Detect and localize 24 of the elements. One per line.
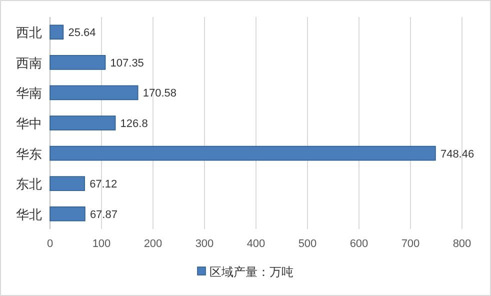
x-tick-label: 200 [144,238,162,250]
x-tick-label: 500 [298,238,317,250]
x-tick-label: 300 [195,238,214,250]
y-tick-label: 华东 [16,146,42,162]
legend-label: 区域产量：万吨 [210,265,294,279]
x-tick-label: 0 [46,238,54,250]
y-tick-label: 西北 [16,25,42,40]
y-tick-label: 东北 [16,176,42,192]
x-tick-label: 800 [452,238,472,250]
x-tick-label: 600 [350,238,368,250]
y-tick-label: 华北 [16,206,42,222]
data-label: 107.35 [110,57,144,70]
data-label: 67.87 [90,208,118,221]
data-label: 748.46 [440,148,474,160]
x-tick-label: 100 [92,238,111,250]
y-tick-label: 华中 [16,116,42,131]
y-tick-label: 华南 [16,86,42,101]
y-tick-label: 西南 [16,55,42,70]
x-tick-label: 400 [246,238,266,250]
data-label: 170.58 [142,88,177,100]
data-label: 126.8 [120,118,148,130]
data-label: 67.12 [90,178,118,191]
data-label: 25.64 [68,27,96,40]
x-tick-label: 700 [401,238,420,250]
